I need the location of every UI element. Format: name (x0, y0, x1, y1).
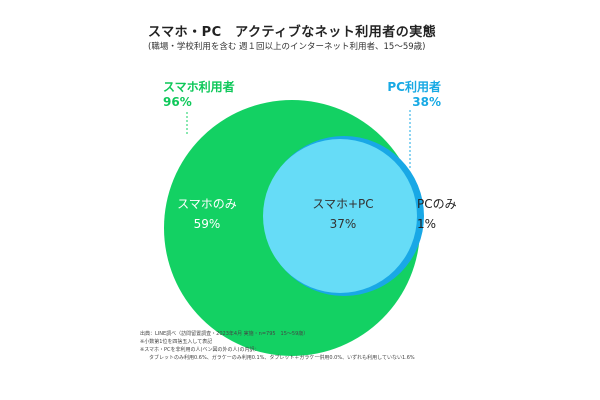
pc-only-label: PCのみ (417, 197, 457, 211)
overlap-label: スマホ+PC (312, 197, 373, 211)
chart-subtitle: (職場・学校利用を含む 週１回以上のインターネット利用者、15～59歳) (148, 42, 426, 52)
note-source: 出典：LINE調べ（訪問留置調査・2023年4月 実施・n=795 15～59歳… (140, 331, 309, 337)
pc-only-value: 1% (417, 217, 436, 231)
smartphone-pc-overlap-region (263, 139, 417, 293)
note-nonusers-breakdown: タブレットのみ利用0.6%、ガラケーのみ利用0.1%、タブレット＋ガラケー併用0… (149, 355, 415, 361)
smartphone-set-value: 96% (163, 95, 192, 109)
note-rounding: ※小数第1位を四捨五入して表記 (140, 339, 213, 345)
overlap-value: 37% (330, 217, 357, 231)
source-notes: 出典：LINE調べ（訪問留置調査・2023年4月 実施・n=795 15～59歳… (140, 330, 415, 362)
smartphone-only-value: 59% (194, 217, 221, 231)
smartphone-only-label: スマホのみ (177, 197, 237, 211)
pc-set-label: PC利用者 (387, 79, 441, 94)
note-nonusers: ※スマホ・PCを非利用の人(ベン図の外の人)の内訳： (140, 347, 260, 353)
pc-set-value: 38% (412, 95, 441, 109)
chart-title: スマホ・PC アクティブなネット利用者の実態 (148, 25, 437, 40)
smartphone-set-label: スマホ利用者 (163, 79, 235, 94)
